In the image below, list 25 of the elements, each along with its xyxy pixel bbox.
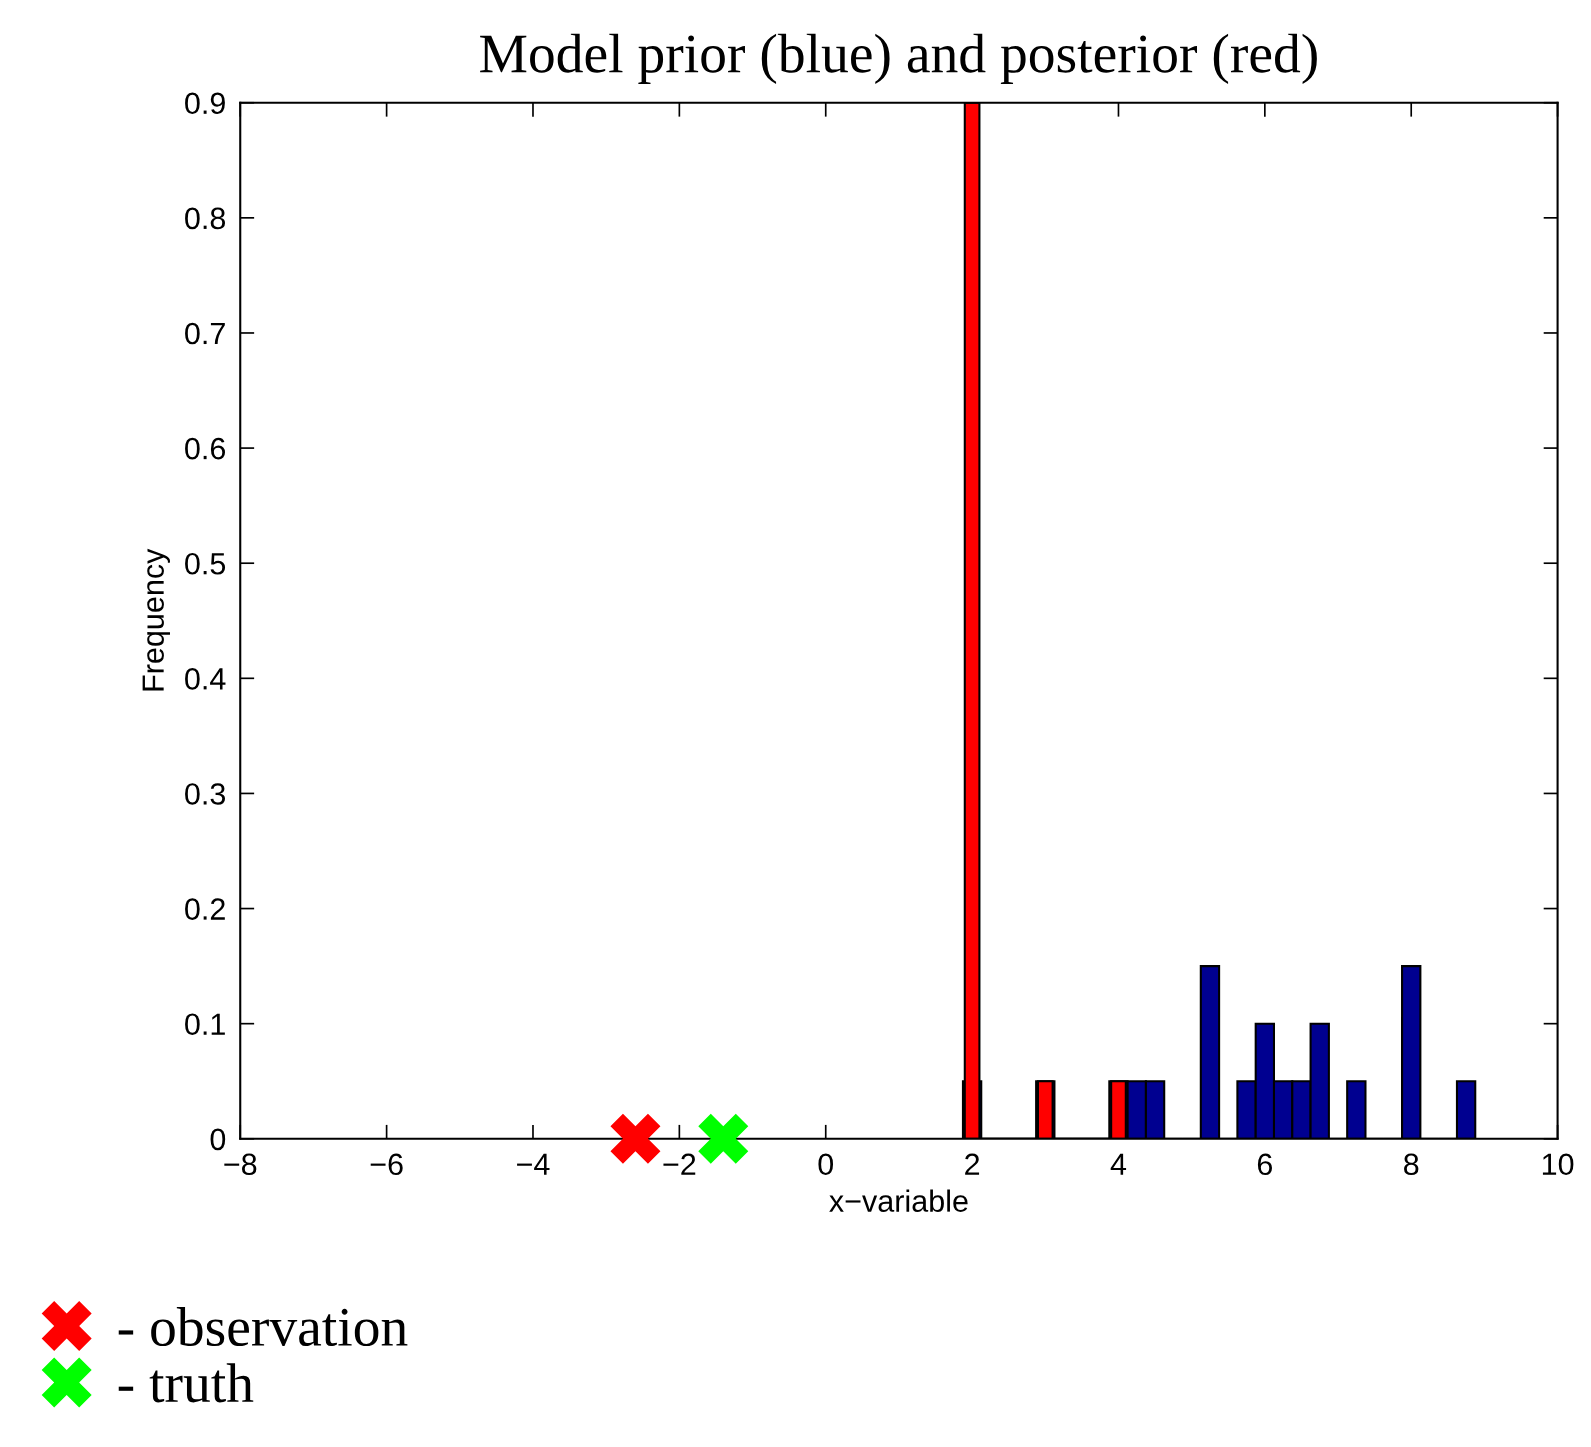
x-tick-label: −8: [224, 1153, 257, 1176]
y-tick-label: 0.3: [185, 783, 226, 805]
x-tick-label: −2: [663, 1153, 696, 1175]
chart-title: Model prior (blue) and posterior (red): [480, 33, 1317, 85]
y-axis-title: Frequency: [142, 548, 170, 691]
x-tick-label: 8: [1404, 1153, 1419, 1176]
y-tick-label: 0.5: [185, 552, 226, 575]
y-tick-label: 0.2: [185, 898, 225, 920]
x-tick-label: 2: [965, 1153, 980, 1175]
y-tick-label: 0.4: [185, 668, 226, 690]
x-tick-label: 10: [1542, 1153, 1574, 1176]
legend-label: - truth: [118, 1363, 254, 1403]
y-tick-label: 0.7: [185, 322, 225, 345]
x-tick-label: 6: [1257, 1153, 1272, 1176]
y-tick-label: 0.9: [185, 92, 225, 115]
x-tick-label: −6: [370, 1153, 403, 1176]
y-tick-label: 0.8: [185, 207, 226, 230]
legend-label: - observation: [118, 1307, 408, 1347]
x-tick-label: 4: [1110, 1153, 1127, 1175]
y-tick-label: 0.1: [185, 1013, 225, 1036]
x-tick-label: −4: [517, 1153, 550, 1175]
y-tick-label: 0: [210, 1128, 226, 1151]
x-tick-label: 0: [818, 1153, 834, 1176]
y-tick-label: 0.6: [185, 437, 226, 460]
x-axis-title: x−variable: [829, 1189, 968, 1212]
